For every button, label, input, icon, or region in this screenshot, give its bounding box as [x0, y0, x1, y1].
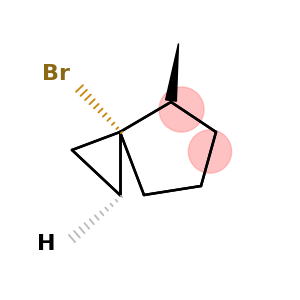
Polygon shape: [166, 44, 178, 101]
Circle shape: [159, 87, 204, 132]
Circle shape: [188, 130, 232, 173]
Text: Br: Br: [41, 64, 70, 83]
Text: H: H: [37, 235, 56, 254]
